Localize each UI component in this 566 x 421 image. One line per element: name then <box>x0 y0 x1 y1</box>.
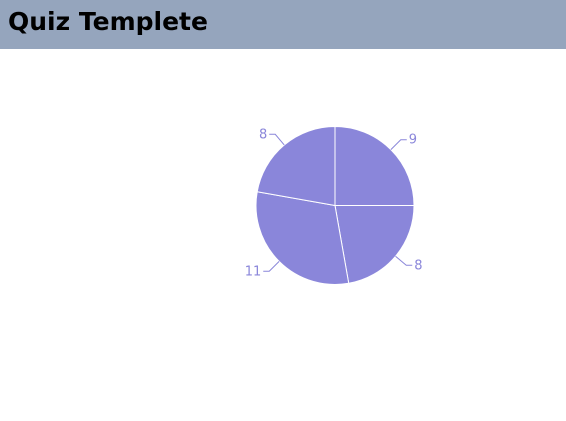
pie-slice-label: 8 <box>414 258 422 273</box>
pie-leader-line <box>263 261 280 272</box>
pie-slice[interactable] <box>255 191 350 285</box>
pie-chart: 8 11 8 9 <box>245 125 423 285</box>
page-title: Quiz Templete <box>8 7 208 36</box>
pie-slice-label: 11 <box>245 264 262 279</box>
pie-slice-label: 8 <box>259 127 267 142</box>
pie-leader-line <box>395 255 413 266</box>
pie-slice[interactable] <box>334 125 415 206</box>
pie-slice[interactable] <box>334 205 415 284</box>
pie-slice[interactable] <box>256 125 336 207</box>
pie-leader-line <box>269 133 285 146</box>
chart-area: 8 11 8 9 <box>0 49 566 417</box>
pie-leader-line <box>390 139 407 150</box>
pie-slice-label: 9 <box>409 133 417 148</box>
app-header: Quiz Templete <box>0 0 566 49</box>
